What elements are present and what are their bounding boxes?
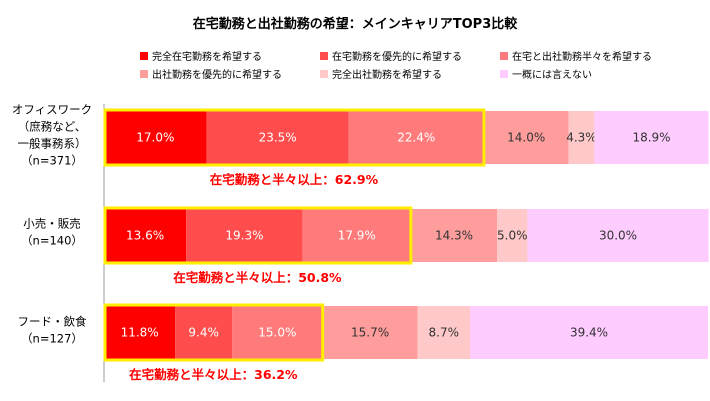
category-label: 小売・販売 [23,217,81,231]
bar-segment [104,209,187,262]
category-label: フード・飲食 [18,315,87,329]
bar-segment [417,306,471,359]
bar-segment [175,306,233,359]
bar-segment [104,306,176,359]
data-label: 17.9% [338,229,376,243]
category-label: 一般事務系） [18,137,87,151]
chart-title: 在宅勤務と出社勤務の希望：メインキャリアTOP3比較 [193,16,518,32]
data-label: 15.0% [258,326,296,340]
data-label: 18.9% [632,131,670,145]
bar-segment [594,111,709,164]
legend-swatch [500,70,508,78]
category-label: （n=127） [21,332,83,346]
category-label: （庶務など、 [18,120,86,134]
data-label: 14.0% [507,131,545,145]
data-label: 8.7% [429,326,460,340]
bar-segment [483,111,569,164]
bar-segment [302,209,411,262]
summary-annotation: 在宅勤務と半々以上：62.9% [210,172,379,187]
bar-segment [527,209,709,262]
legend-swatch [140,70,148,78]
summary-annotation: 在宅勤務と半々以上：36.2% [129,367,298,382]
data-label: 22.4% [397,131,435,145]
bar-segment [568,111,595,164]
legend-swatch [140,52,148,60]
legend-label: 出社勤務を優先的に希望する [152,68,282,81]
data-label: 5.0% [497,229,528,243]
data-label: 17.0% [136,131,174,145]
bar-segment [232,306,323,359]
bar-segment [206,111,349,164]
data-label: 4.3% [566,131,597,145]
bar-segment [322,306,418,359]
data-label: 14.3% [435,229,473,243]
category-labels: オフィスワーク （庶務など、一般事務系） （n=371） 小売・販売 （n=140） フー… [12,103,92,346]
data-label: 39.4% [570,326,608,340]
bar-segment [497,209,528,262]
legend-swatch [320,52,328,60]
summary-annotation: 在宅勤務と半々以上：50.8% [173,270,342,285]
highlight-box [103,108,486,167]
bars: 17.0% 23.5% 22.4% 14.0% 4.3% 18.9% 在宅勤務と半々以上：6… [103,108,709,382]
legend-label: 在宅と出社勤務半々を希望する [512,50,652,63]
category-label: オフィスワーク [12,103,92,117]
data-label: 19.3% [225,229,263,243]
data-label: 9.4% [188,326,219,340]
highlight-box [103,303,325,362]
legend: 完全在宅勤務を希望する 在宅勤務を優先的に希望する 在宅と出社勤務半々を希望する出社… [140,50,652,81]
bar-segment [470,306,708,359]
legend-swatch [320,70,328,78]
legend-label: 一概には言えない [512,68,592,81]
bar-segment [348,111,484,164]
bar-segment [186,209,303,262]
legend-label: 完全在宅勤務を希望する [152,50,262,63]
data-label: 30.0% [599,229,637,243]
category-label: （n=140） [21,234,83,248]
data-label: 11.8% [121,326,159,340]
legend-label: 在宅勤務を優先的に希望する [332,50,462,63]
legend-swatch [500,52,508,60]
category-label: （n=371） [21,154,83,168]
bar-segment [104,111,207,164]
highlight-box [103,206,413,265]
bar-segment [410,209,498,262]
data-label: 15.7% [351,326,389,340]
legend-label: 完全出社勤務を希望する [332,68,442,81]
data-label: 13.6% [126,229,164,243]
data-label: 23.5% [259,131,297,145]
